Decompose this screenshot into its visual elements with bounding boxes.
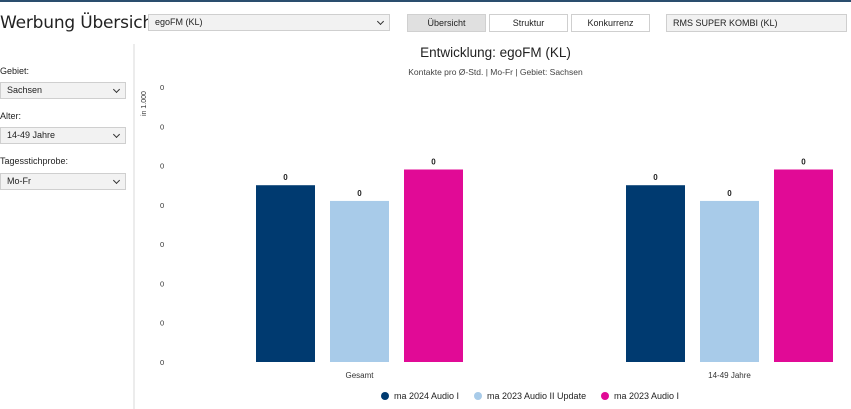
bar-1-2[interactable] (774, 169, 833, 363)
tab-struktur[interactable]: Struktur (489, 14, 568, 32)
station-select[interactable]: egoFM (KL) (148, 14, 390, 31)
legend-item-ma2024-audio-i[interactable]: ma 2024 Audio I (381, 391, 459, 401)
filter-label-tagesstichprobe: Tagesstichprobe: (0, 156, 69, 166)
bar-data-label: 0 (357, 189, 362, 198)
y-tick-label: 0 (160, 201, 164, 210)
filter-label-gebiet: Gebiet: (0, 66, 30, 76)
legend-swatch (381, 392, 389, 400)
tagesstichprobe-select[interactable]: Mo-Fr (0, 173, 126, 190)
y-tick-label: 0 (160, 358, 164, 367)
y-tick-label: 0 (160, 319, 164, 328)
tab-konkurrenz[interactable]: Konkurrenz (571, 14, 650, 32)
bar-data-label: 0 (727, 189, 732, 198)
gebiet-select-value: Sachsen (7, 85, 43, 95)
bar-data-label: 0 (283, 173, 288, 182)
bar-1-1[interactable] (700, 200, 759, 362)
bar-0-2[interactable] (404, 169, 463, 363)
chart-subtitle: Kontakte pro Ø-Std. | Mo-Fr | Gebiet: Sa… (408, 67, 583, 77)
tab-uebersicht[interactable]: Übersicht (407, 14, 486, 32)
y-tick-label: 0 (160, 83, 164, 92)
top-border (0, 0, 851, 2)
alter-select[interactable]: 14-49 Jahre (0, 127, 126, 144)
y-tick-label: 0 (160, 162, 164, 171)
y-tick-label: 0 (160, 240, 164, 249)
legend-item-ma2023-audio-i[interactable]: ma 2023 Audio I (601, 391, 679, 401)
bar-data-label: 0 (653, 173, 658, 182)
chart-title: Entwicklung: egoFM (KL) (420, 45, 571, 60)
y-tick-label: 0 (160, 279, 164, 288)
legend-item-ma2023-audio-ii-update[interactable]: ma 2023 Audio II Update (474, 391, 586, 401)
bar-0-1[interactable] (330, 200, 389, 362)
legend-swatch (601, 392, 609, 400)
app-title: Werbung Übersicht (0, 13, 160, 33)
bar-data-label: 0 (431, 158, 436, 167)
filter-label-alter: Alter: (0, 111, 22, 121)
bar-1-0[interactable] (626, 185, 685, 362)
y-tick-label: 0 (160, 122, 164, 131)
alter-select-value: 14-49 Jahre (7, 130, 56, 140)
station-select-value: egoFM (KL) (155, 17, 203, 27)
x-category-label: 14-49 Jahre (708, 371, 751, 380)
bar-data-label: 0 (801, 158, 806, 167)
legend-swatch (474, 392, 482, 400)
gebiet-select[interactable]: Sachsen (0, 82, 126, 99)
x-category-label: Gesamt (345, 371, 374, 380)
combi-selector[interactable]: RMS SUPER KOMBI (KL) (666, 14, 847, 32)
bar-0-0[interactable] (256, 185, 315, 362)
tagesstichprobe-select-value: Mo-Fr (7, 176, 31, 186)
sidebar-divider (133, 44, 135, 409)
chart-legend: ma 2024 Audio I ma 2023 Audio II Update … (0, 391, 851, 403)
